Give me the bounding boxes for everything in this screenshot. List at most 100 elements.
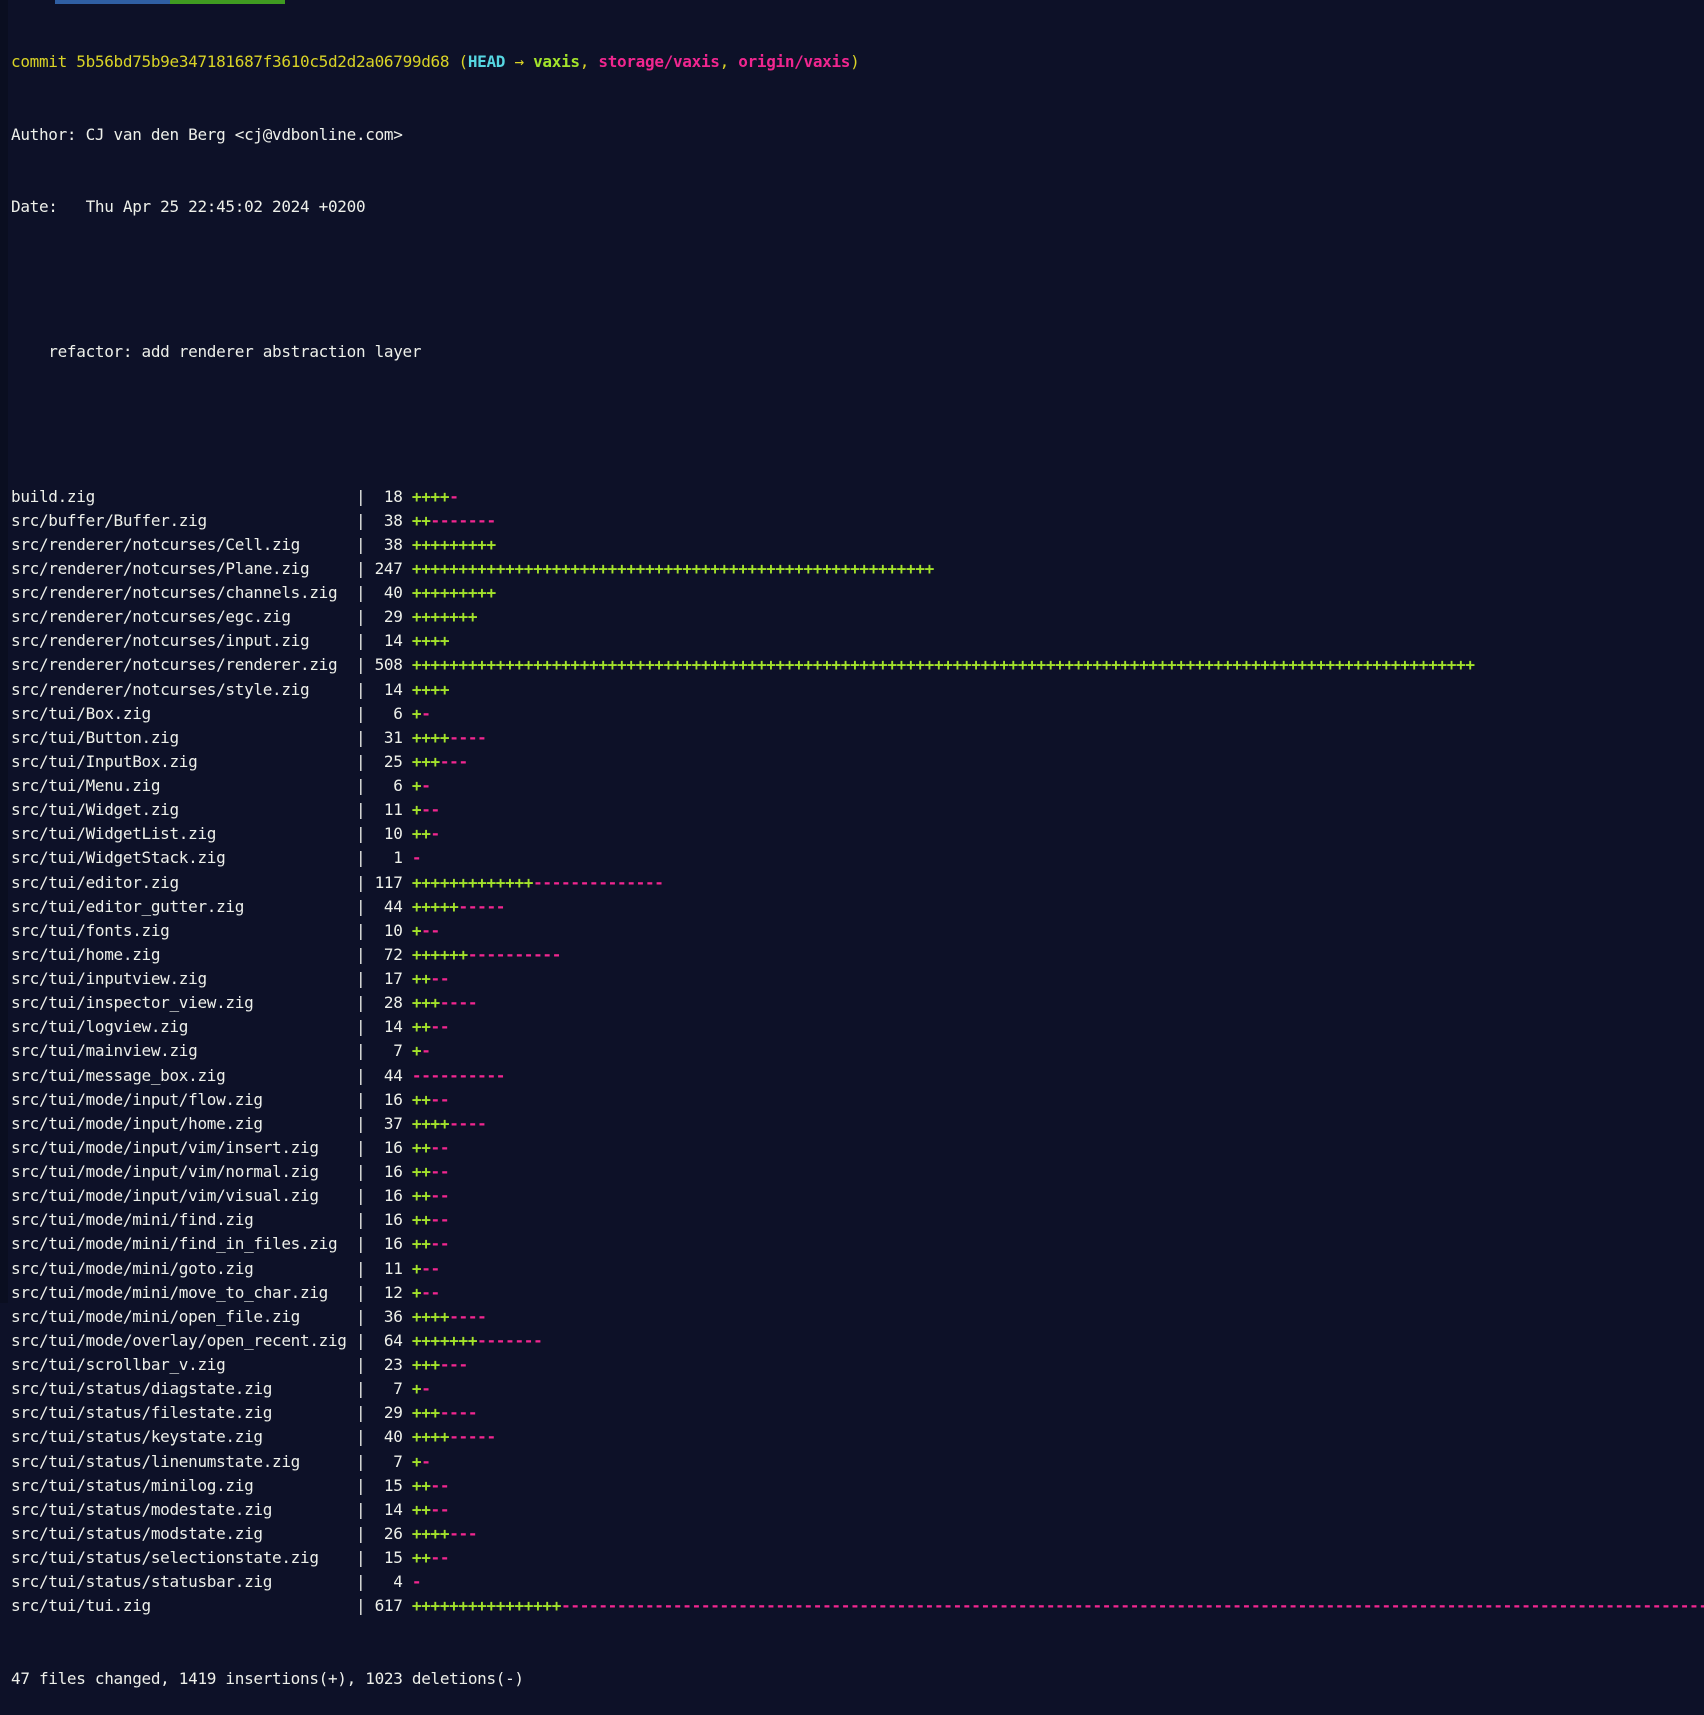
file-name: src/tui/mode/overlay/open_recent.zig: [11, 1330, 347, 1350]
insertions-bar: ++: [411, 1089, 431, 1109]
file-name: src/tui/WidgetList.zig: [11, 824, 347, 844]
deletions-bar: ----------: [467, 944, 562, 964]
column-separator: |: [346, 1210, 375, 1230]
change-count: 38: [374, 534, 412, 554]
deletions-bar: ----: [449, 1113, 487, 1133]
file-name: src/tui/mode/mini/find_in_files.zig: [11, 1234, 347, 1254]
column-separator: |: [346, 1017, 375, 1037]
change-count: 1: [374, 848, 412, 868]
column-separator: |: [346, 872, 375, 892]
change-count: 617: [374, 1596, 412, 1616]
file-name: src/tui/inputview.zig: [11, 969, 347, 988]
deletions-bar: --: [421, 920, 440, 940]
column-separator: |: [346, 969, 375, 988]
insertions-bar: +++++: [411, 896, 459, 916]
insertions-bar: ++++: [411, 1113, 450, 1133]
insertions-bar: ++++: [411, 1523, 450, 1543]
file-stat-row: src/tui/message_box.zig | 44 ----------: [11, 1064, 1704, 1088]
commit-hash: 5b56bd75b9e347181687f3610c5d2d2a06799d68: [76, 52, 450, 72]
file-name: src/tui/status/selectionstate.zig: [11, 1548, 347, 1567]
insertions-bar: ++++++++++++++++++++++++++++++++++++++++…: [411, 655, 1475, 675]
change-count: 6: [374, 703, 412, 723]
column-separator: |: [346, 1282, 375, 1302]
column-separator: |: [346, 1475, 375, 1495]
file-stat-row: build.zig | 18 ++++-: [11, 485, 1704, 509]
deletions-bar: --: [430, 1162, 450, 1181]
blank-line: [11, 412, 1704, 436]
insertions-bar: ++: [411, 824, 431, 844]
column-separator: |: [346, 1499, 375, 1519]
file-stat-row: src/tui/tui.zig | 617 ++++++++++++++++--…: [11, 1594, 1704, 1618]
change-count: 11: [374, 1258, 412, 1278]
file-stat-row: src/tui/status/filestate.zig | 29 +++---…: [11, 1401, 1704, 1425]
file-stat-row: src/tui/mode/mini/open_file.zig | 36 +++…: [11, 1305, 1704, 1329]
column-separator: |: [346, 1355, 375, 1374]
change-count: 10: [374, 824, 412, 844]
file-name: src/tui/mode/mini/find.zig: [11, 1210, 347, 1230]
file-stat-row: src/renderer/notcurses/channels.zig | 40…: [11, 581, 1704, 605]
change-count: 15: [374, 1548, 412, 1567]
insertions-bar: ++++: [411, 1427, 450, 1447]
insertions-bar: +: [411, 920, 422, 940]
file-stat-row: src/tui/status/selectionstate.zig | 15 +…: [11, 1546, 1704, 1570]
change-count: 117: [374, 872, 412, 892]
file-stat-row: src/renderer/notcurses/Plane.zig | 247 +…: [11, 557, 1704, 581]
column-separator: |: [346, 1162, 375, 1181]
change-count: 40: [374, 583, 412, 602]
deletions-bar: --: [421, 1258, 440, 1278]
file-name: src/tui/scrollbar_v.zig: [11, 1355, 347, 1374]
insertions-bar: ++: [411, 1475, 431, 1495]
insertions-bar: ++: [411, 1548, 431, 1567]
branch-separator: ,: [579, 52, 599, 72]
change-count: 16: [374, 1162, 412, 1181]
file-stat-row: src/tui/home.zig | 72 ++++++----------: [11, 943, 1704, 967]
change-count: 12: [374, 1282, 412, 1302]
deletions-bar: -: [430, 824, 441, 844]
change-count: 37: [374, 1113, 412, 1133]
change-count: 247: [374, 558, 412, 578]
column-separator: |: [346, 534, 375, 554]
column-separator: |: [346, 727, 375, 747]
file-name: src/tui/mode/input/flow.zig: [11, 1089, 347, 1109]
deletions-bar: --: [430, 969, 450, 988]
file-stat-row: src/renderer/notcurses/style.zig | 14 ++…: [11, 678, 1704, 702]
file-stat-row: src/tui/editor_gutter.zig | 44 +++++----…: [11, 895, 1704, 919]
deletions-bar: -------: [430, 510, 497, 530]
insertions-bar: +++++++: [411, 1330, 478, 1350]
change-count: 14: [374, 679, 412, 699]
file-stat-row: src/tui/WidgetList.zig | 10 ++-: [11, 822, 1704, 846]
deletions-bar: -: [421, 703, 431, 723]
deletions-bar: --: [430, 1234, 450, 1254]
file-name: src/tui/status/linenumstate.zig: [11, 1451, 347, 1471]
file-stat-row: src/renderer/notcurses/input.zig | 14 ++…: [11, 629, 1704, 653]
change-count: 17: [374, 969, 412, 988]
file-name: src/tui/home.zig: [11, 944, 347, 964]
file-name: src/tui/status/diagstate.zig: [11, 1379, 347, 1399]
file-stat-row: src/tui/Box.zig | 6 +-: [11, 702, 1704, 726]
column-separator: |: [346, 824, 375, 844]
insertions-bar: +++: [411, 1403, 440, 1423]
file-name: src/renderer/notcurses/Cell.zig: [11, 534, 347, 554]
insertions-bar: ++: [411, 1017, 431, 1037]
deletions-bar: -: [411, 848, 422, 868]
decoration-open: (: [449, 52, 469, 72]
column-separator: |: [346, 1089, 375, 1109]
column-separator: |: [346, 1113, 375, 1133]
branch-separator: ,: [719, 52, 739, 72]
insertions-bar: +: [411, 1379, 422, 1399]
file-stat-row: src/tui/status/diagstate.zig | 7 +-: [11, 1377, 1704, 1401]
change-count: 7: [374, 1451, 412, 1471]
insertions-bar: ++: [411, 1499, 431, 1519]
deletions-bar: -: [421, 1379, 431, 1399]
change-count: 29: [374, 607, 412, 627]
file-name: src/tui/Menu.zig: [11, 776, 347, 795]
change-count: 16: [374, 1137, 412, 1157]
insertions-bar: ++++: [411, 679, 450, 699]
file-stat-row: src/tui/inspector_view.zig | 28 +++----: [11, 991, 1704, 1015]
file-name: src/tui/logview.zig: [11, 1017, 347, 1037]
deletions-bar: --: [430, 1475, 450, 1495]
insertions-bar: +: [411, 1258, 422, 1278]
deletions-bar: --: [430, 1548, 450, 1567]
column-separator: |: [346, 1065, 375, 1085]
column-separator: |: [346, 776, 375, 795]
